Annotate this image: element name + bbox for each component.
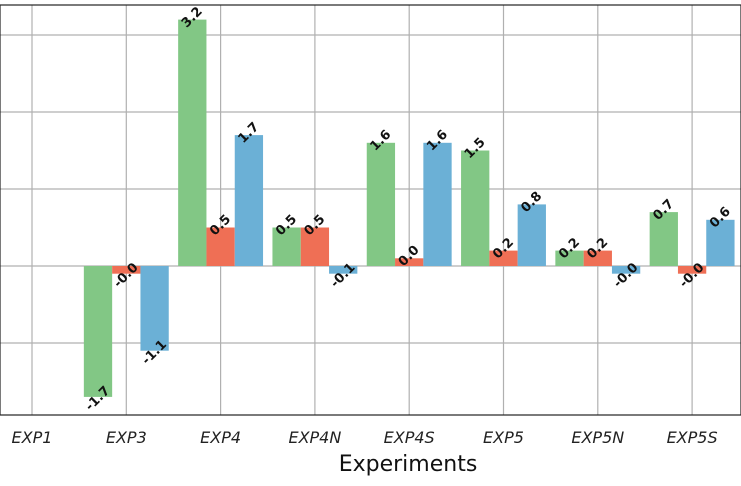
bar xyxy=(583,250,612,266)
x-tick-label: EXP4 xyxy=(200,428,241,447)
bar xyxy=(272,227,301,266)
bar xyxy=(178,19,207,266)
bar xyxy=(300,227,330,266)
bar xyxy=(366,142,396,266)
x-tick-label: EXP3 xyxy=(106,428,147,447)
x-tick-label: EXP1 xyxy=(12,428,53,447)
bar xyxy=(489,250,518,266)
bar xyxy=(395,258,424,266)
bar xyxy=(423,142,452,266)
x-tick-label: EXP5S xyxy=(667,428,718,447)
plot-frame xyxy=(0,4,741,416)
x-tick-label: EXP4S xyxy=(384,428,435,447)
bar xyxy=(677,266,707,274)
bar xyxy=(206,227,235,266)
x-tick-labels: EXP1 EXP3 EXP4 EXP4N EXP4S EXP5 EXP5N EXP5S xyxy=(12,428,718,447)
bar xyxy=(234,135,264,266)
x-tick-label: EXP5N xyxy=(571,428,624,447)
bar xyxy=(611,266,641,274)
data-label: -0.1 xyxy=(328,260,359,291)
bar xyxy=(83,266,113,397)
bar xyxy=(706,219,735,266)
x-tick-label: EXP4N xyxy=(288,428,341,447)
bar xyxy=(140,266,169,351)
data-label: -0.0 xyxy=(611,260,642,291)
bar xyxy=(517,204,546,266)
bar xyxy=(461,150,490,266)
bar xyxy=(649,212,678,266)
bars-group xyxy=(83,19,735,397)
bar xyxy=(329,266,358,274)
x-axis-title: Experiments xyxy=(339,452,478,477)
x-tick-label: EXP5 xyxy=(483,428,524,447)
bar xyxy=(555,250,584,266)
bar xyxy=(112,266,141,274)
